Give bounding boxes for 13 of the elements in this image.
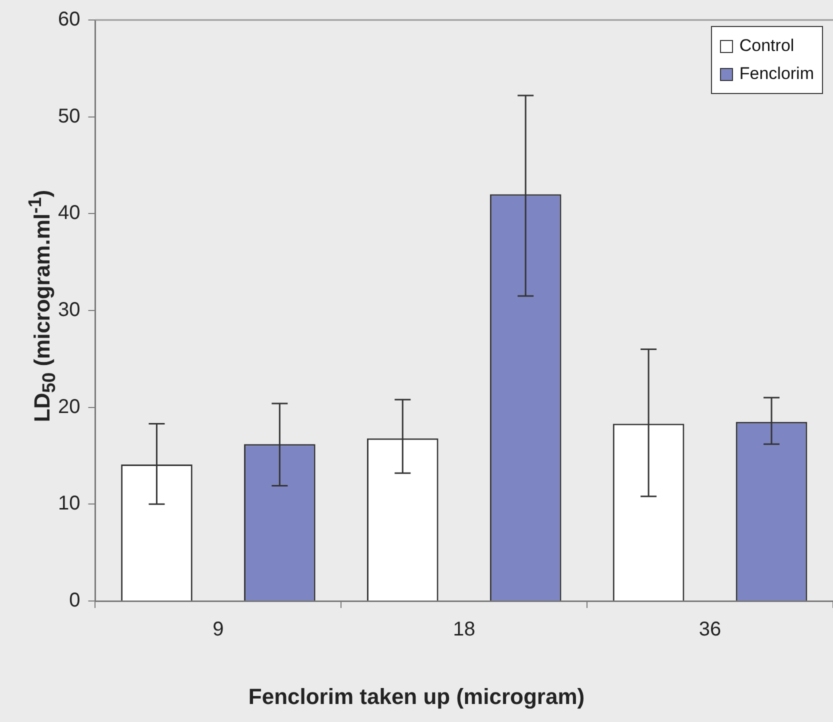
- y-tick-label: 60: [58, 8, 80, 31]
- legend-label: Control: [739, 35, 794, 57]
- x-tick-label: 9: [212, 618, 224, 641]
- y-tick-label: 40: [58, 202, 80, 224]
- y-tick-label: 0: [69, 590, 80, 612]
- y-tick-label: 50: [58, 105, 80, 128]
- x-tick-label: 18: [453, 618, 476, 641]
- x-axis-title: Fenclorim taken up (microgram): [247, 684, 586, 710]
- y-tick-label: 10: [58, 492, 80, 515]
- x-tick-label: 36: [698, 618, 722, 641]
- y-tick-label: 20: [58, 396, 80, 418]
- y-tick-label: 30: [58, 299, 80, 322]
- legend-label: Fenclorim: [739, 63, 814, 85]
